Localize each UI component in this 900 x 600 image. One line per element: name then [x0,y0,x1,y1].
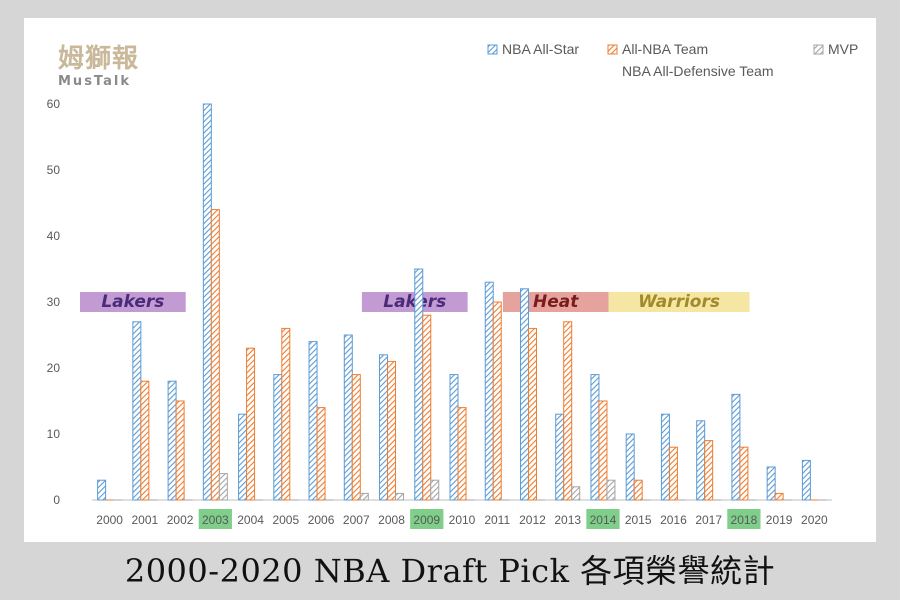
bar-nba-all-star-2018 [731,393,741,501]
bar-mvp-2014 [606,479,616,501]
bar-all-nba-team-2008 [387,360,397,501]
highlight-2009 [410,509,444,529]
bar-mvp-2009 [430,479,440,501]
bar-nba-all-star-2013 [555,413,565,501]
x-tick-label: 2014 [590,513,617,527]
x-tick-label: 2008 [378,513,405,527]
bar-nba-all-star-2015 [625,433,635,501]
y-tick-label: 0 [53,493,60,507]
bar-all-nba-team-2003 [210,209,220,501]
bar-all-nba-team-2001 [140,380,150,501]
bar-all-nba-team-2009 [422,314,432,501]
bar-all-nba-team-2005 [281,327,291,501]
x-tick-label: 2000 [96,513,123,527]
team-band [80,292,186,312]
x-tick-label: 2004 [237,513,264,527]
highlight-2014 [586,509,620,529]
team-band-label: Warriors [638,292,720,312]
legend-swatch [607,44,618,55]
bar-nba-all-star-2003 [202,103,212,501]
team-band-label: Heat [533,292,579,312]
x-tick-label: 2015 [625,513,652,527]
x-tick-label: 2005 [272,513,299,527]
x-tick-label: 2001 [132,513,159,527]
bar-mvp-2007 [359,492,369,501]
highlight-2018 [727,509,761,529]
x-tick-label: 2006 [308,513,335,527]
bar-all-nba-team-2011 [492,301,502,501]
bar-all-nba-team-2013 [563,321,573,501]
team-band [502,292,609,312]
bar-nba-all-star-2001 [132,321,142,501]
x-tick-label: 2009 [413,513,440,527]
x-tick-label: 2012 [519,513,546,527]
bar-nba-all-star-2016 [660,413,670,501]
x-tick-label: 2013 [554,513,581,527]
bar-nba-all-star-2000 [97,479,107,501]
x-tick-label: 2003 [202,513,229,527]
draft-honors-chart: 0 10 20 30 40 50 60 2000 2001 2002 2003 2004 2005 200… [47,41,858,529]
bar-nba-all-star-2005 [273,374,283,501]
bar-nba-all-star-2006 [308,341,318,501]
bar-all-nba-team-2019 [774,492,784,501]
bar-all-nba-team-2017 [704,440,714,501]
x-tick-label: 2020 [801,513,828,527]
x-tick-label: 2016 [660,513,687,527]
bar-nba-all-star-2004 [238,413,248,501]
bar-nba-all-star-2012 [519,288,529,501]
bar-nba-all-star-2007 [343,334,353,501]
bar-nba-all-star-2017 [696,420,706,501]
y-tick-label: 30 [47,295,61,309]
x-tick-label: 2007 [343,513,370,527]
bar-mvp-2013 [571,486,581,501]
bar-mvp-2008 [395,492,405,501]
legend-swatch [487,44,498,55]
bar-nba-all-star-2008 [379,354,389,501]
bar-all-nba-team-2018 [739,446,749,501]
bar-nba-all-star-2010 [449,374,459,501]
chart-panel: 0 10 20 30 40 50 60 2000 2001 2002 2003 2004 2005 200… [24,18,876,542]
bar-nba-all-star-2014 [590,374,600,501]
y-tick-label: 10 [47,427,61,441]
y-tick-label: 50 [47,163,61,177]
bar-all-nba-team-2010 [457,407,467,501]
x-tick-label: 2011 [484,513,510,527]
legend-label: NBA All-Defensive Team [622,63,773,79]
bar-all-nba-team-2012 [527,327,537,501]
bar-nba-all-star-2009 [414,268,424,501]
legend-label: MVP [828,41,858,57]
bar-nba-all-star-2020 [801,459,811,501]
x-tick-label: 2017 [695,513,722,527]
logo-english: MusTalk [58,74,131,89]
bar-all-nba-team-2016 [668,446,678,501]
team-band-label: Lakers [101,292,164,312]
bar-mvp-2003 [218,473,228,501]
y-tick-label: 20 [47,361,61,375]
legend-swatch [813,44,824,55]
highlight-2003 [198,509,232,529]
bar-nba-all-star-2011 [484,281,494,501]
x-tick-label: 2002 [167,513,194,527]
x-tick-label: 2010 [449,513,476,527]
legend-label: NBA All-Star [502,41,579,57]
bar-nba-all-star-2019 [766,466,776,501]
bar-all-nba-team-2014 [598,400,608,501]
page-title: 2000-2020 NBA Draft Pick 各項榮譽統計 [124,552,776,590]
y-tick-label: 60 [47,97,61,111]
bar-all-nba-team-2007 [351,374,361,501]
legend-label: All-NBA Team [622,41,708,57]
x-tick-label: 2018 [731,513,758,527]
bar-all-nba-team-2004 [246,347,256,501]
bar-all-nba-team-2015 [633,479,643,501]
bar-all-nba-team-2006 [316,407,326,501]
y-tick-label: 40 [47,229,61,243]
bar-nba-all-star-2002 [167,380,177,501]
team-band [608,292,750,312]
x-tick-label: 2019 [766,513,793,527]
logo-chinese: 姆獅報 [58,44,140,74]
bar-all-nba-team-2002 [175,400,185,501]
